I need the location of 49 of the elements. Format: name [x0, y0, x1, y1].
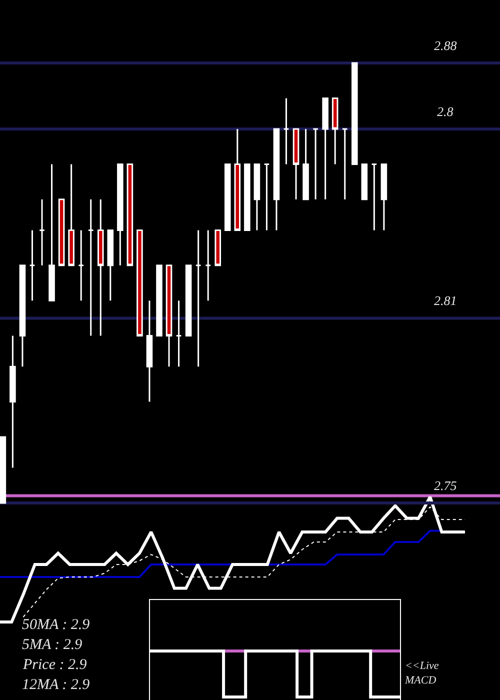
annotation: 2.75 — [434, 478, 458, 493]
candlestick — [48, 163, 55, 302]
annotation: 50MA : 2.9 — [22, 617, 90, 633]
candlestick — [273, 128, 280, 231]
candlestick — [292, 128, 300, 200]
candlestick — [322, 97, 328, 200]
candlestick — [136, 229, 143, 337]
candlestick — [78, 229, 84, 302]
text: Price : 2.9 — [22, 657, 88, 673]
candlestick — [29, 229, 36, 302]
candlestick — [19, 264, 26, 368]
candlestick — [146, 300, 153, 403]
candlestick — [312, 128, 319, 200]
candlestick — [107, 229, 114, 302]
candlestick — [10, 335, 16, 469]
candlestick — [283, 97, 290, 165]
candlestick — [185, 264, 192, 337]
candlestick — [351, 62, 358, 165]
candlestick — [342, 128, 348, 200]
text: 12MA : 2.9 — [22, 677, 90, 693]
text: 5MA : 2.9 — [22, 637, 83, 653]
candlestick — [176, 300, 182, 368]
candlestick — [97, 198, 104, 337]
candlestick — [38, 198, 46, 266]
candlestick — [371, 163, 378, 231]
annotation: 2.88 — [434, 38, 458, 53]
candlestick — [195, 229, 202, 368]
candlestick — [244, 163, 250, 231]
text: <<Live MACD — [404, 660, 439, 686]
candlestick — [58, 198, 65, 266]
candlestick — [254, 163, 260, 231]
candlestick — [332, 97, 338, 165]
candlestick — [361, 163, 368, 200]
annotation: 2.81 — [434, 293, 457, 308]
candlestick — [214, 229, 221, 266]
candlestick — [264, 163, 270, 231]
candlestick — [380, 163, 388, 231]
candlestick — [117, 163, 124, 266]
candlestick — [126, 163, 134, 266]
candlestick — [234, 128, 241, 231]
candlestick — [0, 436, 6, 504]
candlestick — [224, 163, 231, 231]
candlestick — [166, 264, 172, 368]
candlestick — [68, 163, 74, 266]
annotation: 2.8 — [437, 104, 454, 119]
candlestick — [204, 229, 212, 302]
candlestick — [88, 198, 94, 337]
candlestick — [156, 264, 162, 337]
candlestick — [302, 128, 309, 200]
